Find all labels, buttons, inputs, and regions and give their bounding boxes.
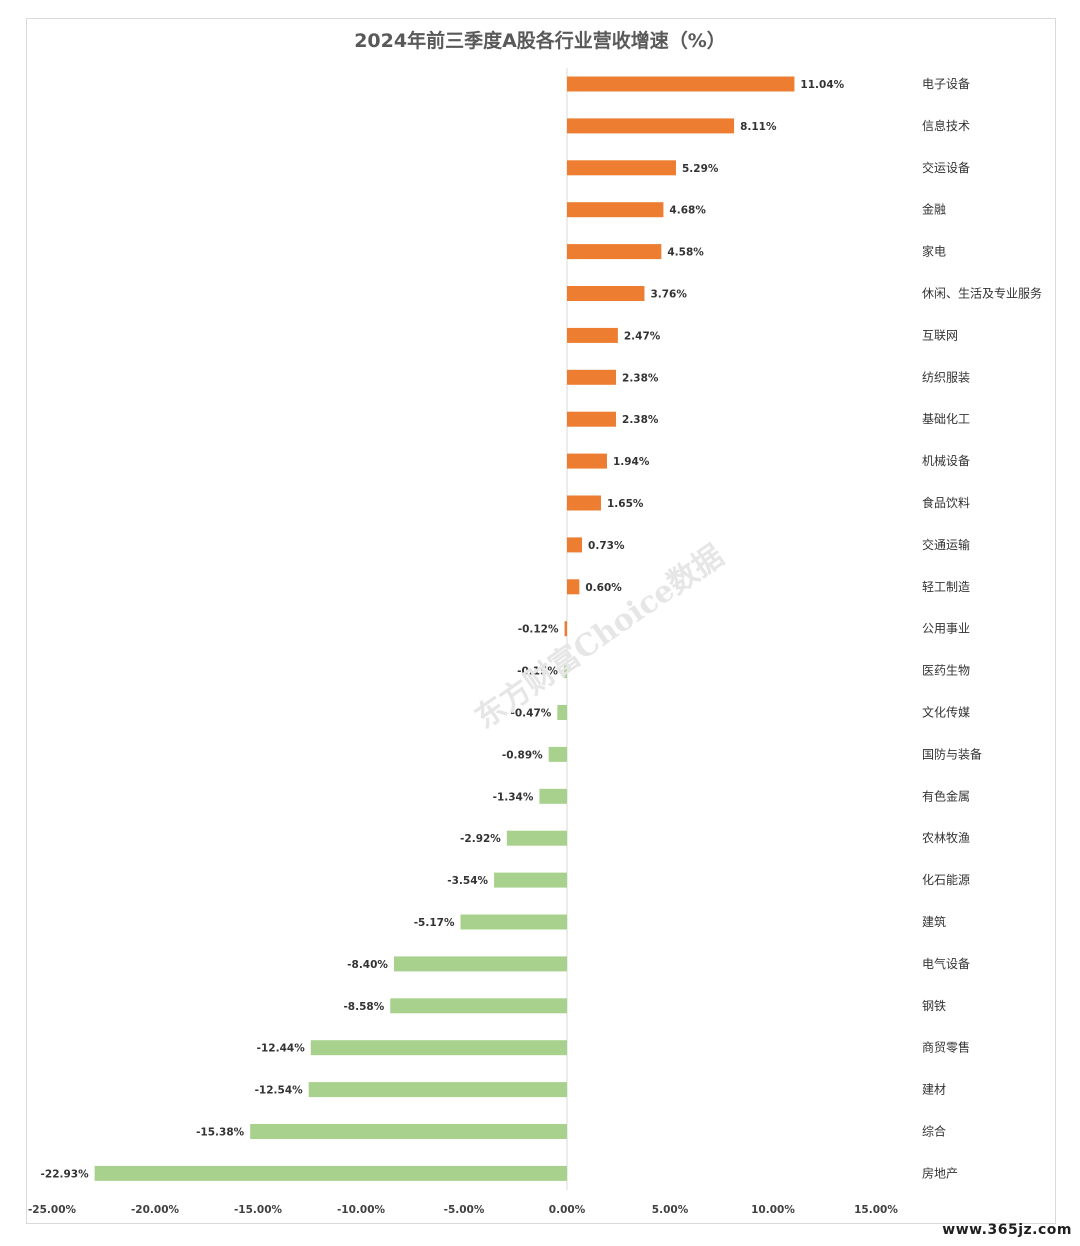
category-label: 交通运输 [922, 537, 970, 552]
bar [567, 76, 795, 92]
category-label: 有色金属 [922, 788, 970, 803]
data-label: -8.40% [347, 959, 388, 971]
data-label: -15.38% [196, 1127, 245, 1139]
bar [506, 830, 567, 846]
bar [94, 1165, 567, 1181]
category-label: 综合 [922, 1124, 946, 1139]
data-label: -8.58% [343, 1001, 384, 1013]
bar [567, 537, 583, 553]
bar [557, 705, 567, 720]
x-tick-label: 10.00% [751, 1204, 795, 1216]
category-label: 家电 [922, 244, 946, 259]
x-tick-label: -10.00% [337, 1204, 386, 1216]
category-label: 钢铁 [922, 999, 946, 1013]
category-label: 电气设备 [922, 956, 970, 971]
x-axis-ticks: -25.00% -20.00% -15.00% -10.00% -5.00% 0.00% 5… [28, 1204, 898, 1216]
data-label: 1.65% [607, 498, 644, 510]
x-tick-label: 15.00% [854, 1204, 898, 1216]
bar [250, 1124, 567, 1139]
bar [308, 1082, 567, 1098]
x-tick-label: -25.00% [28, 1204, 77, 1216]
category-label: 国防与装备 [922, 746, 982, 761]
data-label: 3.76% [650, 289, 687, 301]
category-label: 交运设备 [922, 160, 970, 175]
category-label: 医药生物 [922, 664, 970, 678]
category-label: 文化传媒 [922, 705, 970, 720]
x-tick-label: 5.00% [652, 1204, 689, 1216]
data-label: -5.17% [414, 917, 455, 929]
bar [567, 202, 664, 218]
bar [567, 118, 735, 134]
bar [390, 998, 567, 1014]
bar [564, 621, 567, 637]
category-label: 基础化工 [922, 412, 970, 426]
bar [567, 369, 617, 385]
watermark: 东方财富Choice数据 [469, 538, 730, 736]
bar [567, 453, 607, 469]
data-label: 0.60% [585, 582, 622, 594]
category-label: 化石能源 [922, 873, 970, 887]
bar [567, 286, 645, 301]
footer-site-text: www.365jz.com [942, 1222, 1072, 1238]
data-label: 4.58% [667, 247, 704, 259]
data-label: -12.54% [255, 1085, 304, 1097]
data-label: 1.94% [613, 456, 650, 468]
data-label: -0.89% [502, 749, 543, 761]
data-label: -3.54% [447, 875, 488, 887]
data-label: 2.38% [622, 414, 659, 426]
category-label: 金融 [922, 202, 946, 217]
chart-title: 2024年前三季度A股各行业营收增速（%） [354, 29, 726, 52]
data-label: -1.34% [493, 791, 534, 803]
data-label: -0.12% [518, 624, 559, 636]
category-label: 房地产 [922, 1165, 958, 1180]
category-label: 休闲、生活及专业服务 [922, 286, 1042, 301]
data-label: -0.15% [517, 666, 558, 678]
x-tick-label: 0.00% [549, 1204, 586, 1216]
bar [567, 160, 676, 176]
data-label: -2.92% [460, 833, 501, 845]
x-tick-label: -20.00% [131, 1204, 180, 1216]
data-label: 2.38% [622, 372, 659, 384]
x-tick-label: -15.00% [234, 1204, 283, 1216]
chart-frame [26, 18, 1056, 1224]
bar [567, 495, 601, 511]
category-label: 电子设备 [922, 77, 970, 91]
data-label: 4.68% [669, 205, 706, 217]
data-label: 11.04% [800, 79, 844, 91]
bar [548, 746, 567, 762]
bar [310, 1040, 567, 1056]
bar [539, 788, 567, 804]
bar [567, 244, 662, 260]
data-label: -12.44% [257, 1043, 306, 1055]
x-tick-label: -5.00% [444, 1204, 485, 1216]
data-label: -0.47% [511, 708, 552, 720]
category-label: 公用事业 [922, 622, 970, 636]
data-label: 2.47% [624, 330, 661, 342]
category-label: 食品饮料 [922, 495, 970, 510]
bar [460, 914, 567, 930]
bar [494, 872, 567, 888]
data-label: 8.11% [740, 121, 777, 133]
bar [567, 327, 618, 343]
data-label: 5.29% [682, 163, 719, 175]
category-label: 农林牧渔 [922, 831, 970, 845]
data-label: -22.93% [41, 1168, 90, 1180]
bar [563, 663, 567, 679]
category-label: 信息技术 [922, 118, 970, 133]
bar [567, 579, 580, 595]
category-label: 纺织服装 [922, 370, 970, 384]
bar [567, 411, 617, 427]
category-label: 轻工制造 [922, 580, 970, 594]
bar [393, 956, 567, 972]
category-label: 商贸零售 [922, 1040, 970, 1055]
category-label: 互联网 [922, 328, 958, 342]
category-label: 建筑 [922, 914, 946, 929]
data-label: 0.73% [588, 540, 625, 552]
category-label: 建材 [922, 1083, 946, 1097]
bar-group: 11.04% 电子设备 8.11% 信息技术 5.29% 交运设备 4.68% 金融 4.58%… [41, 68, 1042, 1190]
category-label: 机械设备 [922, 453, 970, 468]
